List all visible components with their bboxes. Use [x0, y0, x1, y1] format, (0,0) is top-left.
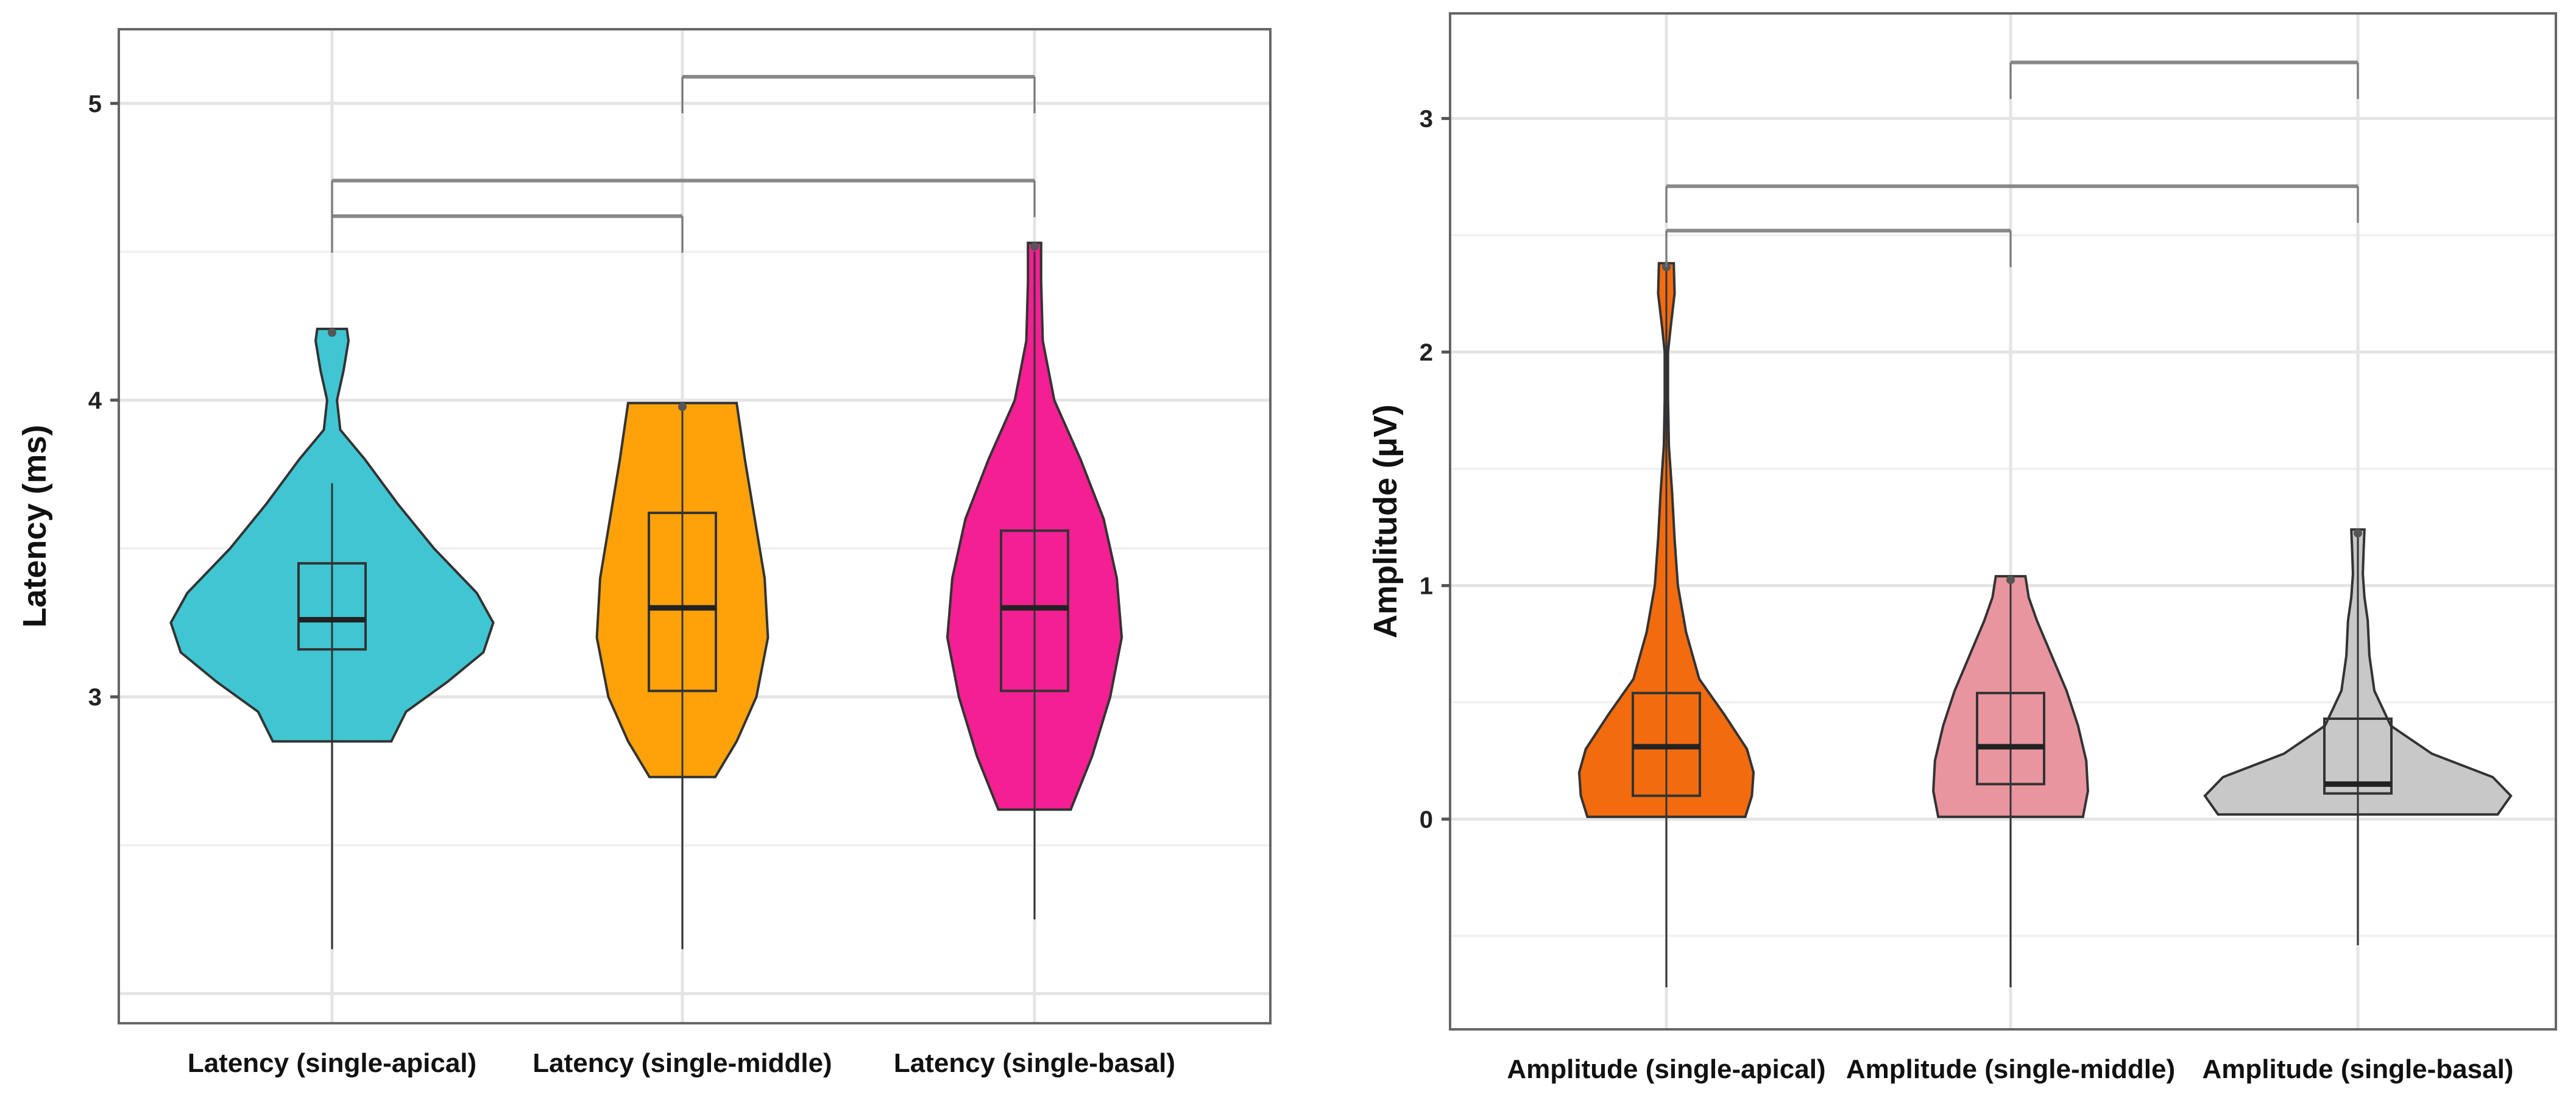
outlier-point [328, 328, 336, 337]
x-category-label: Latency (single-apical) [188, 1048, 476, 1078]
x-category-label: Amplitude (single-basal) [2203, 1054, 2514, 1084]
violin-latency-single-basal [946, 241, 1123, 920]
y-tick-label: 4 [88, 387, 102, 414]
outlier-point [2354, 529, 2362, 538]
chart-panel-latency: 3 4 5 Latency (single-apical) Latency (singl… [16, 28, 1272, 1078]
violin-amplitude-single-apical [1577, 262, 1755, 987]
plot-frame [118, 28, 1272, 1024]
plot-frame [1449, 12, 2557, 1031]
violin-latency-single-apical [169, 328, 495, 950]
y-tick-label: 5 [88, 91, 102, 118]
box-iqr [297, 562, 367, 651]
x-category-label: Latency (single-basal) [894, 1048, 1175, 1078]
x-category-label: Amplitude (single-middle) [1846, 1054, 2175, 1084]
y-tick-label: 0 [1420, 806, 1433, 833]
y-axis-title: Latency (ms) [16, 425, 53, 627]
box-iqr [648, 512, 717, 693]
violin-latency-single-middle [595, 401, 770, 950]
box-iqr [1976, 691, 2045, 786]
chart-panel-amplitude: 0 1 2 3 Amplitude (single-apical) Amplitude (… [1367, 12, 2557, 1084]
outlier-point [1030, 242, 1039, 251]
y-tick-label: 2 [1420, 339, 1433, 366]
outlier-point [2006, 576, 2015, 585]
y-tick-label: 3 [1420, 106, 1433, 133]
y-tick-label: 3 [88, 684, 102, 711]
violin-amplitude-single-middle [1932, 575, 2089, 987]
box-iqr [1000, 529, 1069, 693]
violin-amplitude-single-basal [2203, 528, 2513, 945]
y-tick-label: 1 [1420, 573, 1433, 599]
box-iqr [2323, 717, 2393, 795]
x-category-label: Amplitude (single-apical) [1507, 1054, 1825, 1084]
outlier-point [678, 402, 687, 411]
y-axis-title: Amplitude (μV) [1367, 404, 1404, 638]
x-category-label: Latency (single-middle) [533, 1048, 832, 1078]
